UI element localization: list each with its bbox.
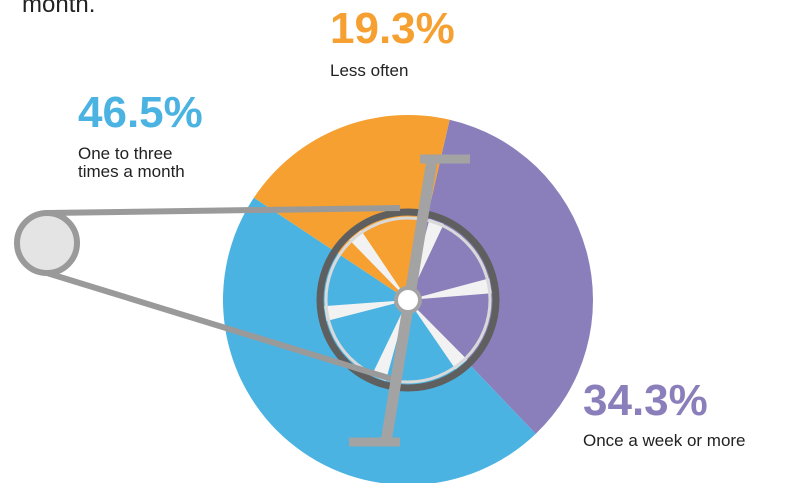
- value-label: 46.5%: [78, 88, 203, 137]
- pie-slice: [223, 197, 536, 483]
- chain: [46, 270, 396, 383]
- wheel-decoration: [14, 154, 500, 447]
- spoke: [349, 230, 408, 300]
- spoke: [408, 278, 492, 300]
- value-label: 34.3%: [583, 376, 708, 425]
- category-label: Less often: [330, 61, 409, 80]
- category-label: Once a week or more: [583, 431, 746, 450]
- spoke: [371, 300, 408, 381]
- chain: [46, 205, 401, 216]
- pie-slice: [408, 119, 594, 434]
- hub: [394, 286, 422, 314]
- spoke: [324, 300, 408, 321]
- wheel-rim-inner: [324, 216, 492, 384]
- sprocket: [14, 210, 80, 276]
- chart-title: month.: [22, 0, 96, 18]
- wheel-rim: [316, 208, 500, 392]
- spoke: [408, 300, 468, 370]
- value-label: 19.3%: [330, 4, 455, 53]
- category-label: One to three times a month: [78, 144, 185, 181]
